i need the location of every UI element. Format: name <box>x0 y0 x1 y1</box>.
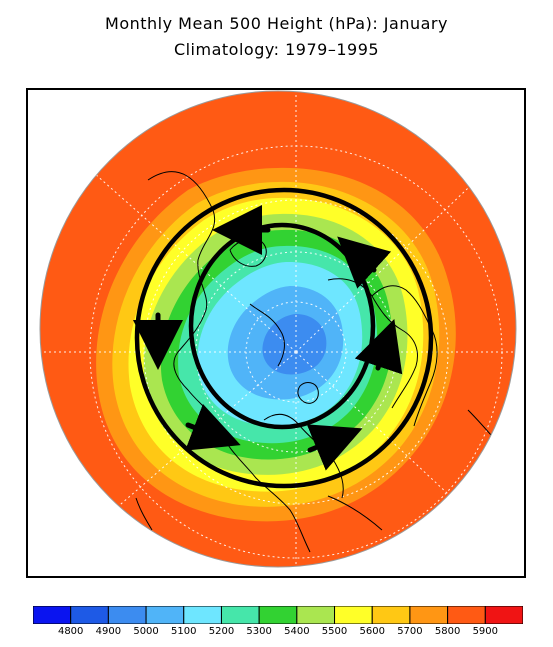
map-title-line1: Monthly Mean 500 Height (hPa): January <box>105 14 448 33</box>
colorbar-tick-label: 4900 <box>95 626 122 637</box>
colorbar-tick-label: 5800 <box>434 626 461 637</box>
colorbar-swatch <box>334 606 373 624</box>
colorbar-tick-label: 5000 <box>133 626 159 637</box>
colorbar-tick-label: 5700 <box>397 626 423 637</box>
map-title-line2: Climatology: 1979–1995 <box>173 40 380 59</box>
colorbar-tick-label: 5500 <box>321 626 348 637</box>
colorbar-swatch <box>107 606 147 624</box>
colorbar <box>33 606 523 624</box>
colorbar-swatch <box>371 606 411 624</box>
flow-arrows <box>133 205 403 471</box>
colorbar-swatch <box>484 606 523 624</box>
colorbar-tick-label: 4800 <box>57 626 84 637</box>
colorbar-tick-label: 5600 <box>359 626 385 637</box>
colorbar-tick-label: 5200 <box>208 626 235 637</box>
colorbar-swatch <box>33 606 72 624</box>
colorbar-swatch <box>145 606 185 624</box>
colorbar-tick-label: 5400 <box>284 626 310 637</box>
height-map <box>39 90 517 568</box>
colorbar-tick-label: 5100 <box>171 626 197 637</box>
flow-arrow-up <box>354 319 403 375</box>
flow-arrow-northwest <box>337 236 392 289</box>
height-band-5000 <box>262 314 327 375</box>
colorbar-swatch <box>183 606 222 624</box>
flow-arrow-east <box>306 424 363 471</box>
colorbar-swatch <box>447 606 486 624</box>
flow-arrow-southeast <box>185 403 241 451</box>
colorbar-tick-label: 5300 <box>246 626 272 637</box>
map-frame <box>26 88 526 578</box>
colorbar-swatch <box>258 606 298 624</box>
colorbar-swatch <box>296 606 336 624</box>
colorbar-swatch <box>70 606 109 624</box>
colorbar-tick-label: 5900 <box>472 626 499 637</box>
colorbar-swatch <box>409 606 449 624</box>
colorbar-swatch <box>220 606 260 624</box>
